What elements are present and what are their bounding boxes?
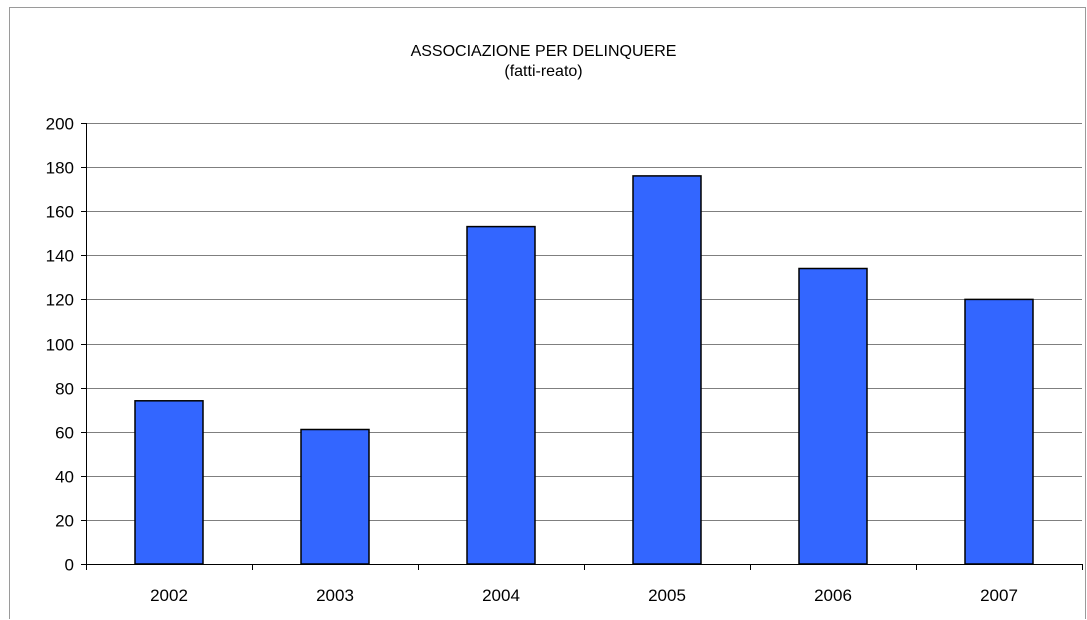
x-tick-label: 2007	[980, 586, 1018, 605]
chart-title: ASSOCIAZIONE PER DELINQUERE	[410, 43, 677, 60]
bar-2004	[466, 225, 536, 565]
bars	[134, 175, 1034, 565]
axes	[81, 123, 1083, 570]
x-tick-label: 2006	[814, 586, 852, 605]
bar-2005	[632, 175, 702, 565]
y-tick-label: 180	[46, 159, 74, 178]
bar-2007	[964, 298, 1034, 565]
bar-2002	[134, 400, 204, 565]
x-tick-label: 2005	[648, 586, 686, 605]
y-tick-label: 60	[55, 424, 74, 443]
y-tick-label: 40	[55, 468, 74, 487]
chart-subtitle: (fatti-reato)	[504, 63, 583, 80]
grid-lines	[86, 123, 1082, 521]
y-tick-label: 20	[55, 512, 74, 531]
tick-labels: 0 20 40 60 80 100 120 140 160 180 200 2002 2003 2004 2…	[46, 115, 1018, 606]
bar-2003	[300, 428, 370, 565]
y-tick-label: 120	[46, 291, 74, 310]
y-tick-label: 100	[46, 336, 74, 355]
x-tick-label: 2003	[316, 586, 354, 605]
y-tick-label: 80	[55, 380, 74, 399]
chart-frame-left-edge	[9, 7, 10, 619]
x-tick-label: 2004	[482, 586, 520, 605]
y-tick-label: 0	[65, 556, 74, 575]
x-tick-label: 2002	[150, 586, 188, 605]
bar-2006	[798, 267, 868, 565]
y-tick-label: 200	[46, 115, 74, 134]
y-tick-label: 160	[46, 203, 74, 222]
y-tick-label: 140	[46, 247, 74, 266]
